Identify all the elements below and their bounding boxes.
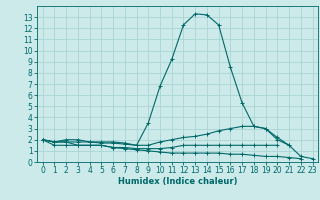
X-axis label: Humidex (Indice chaleur): Humidex (Indice chaleur) xyxy=(118,177,237,186)
